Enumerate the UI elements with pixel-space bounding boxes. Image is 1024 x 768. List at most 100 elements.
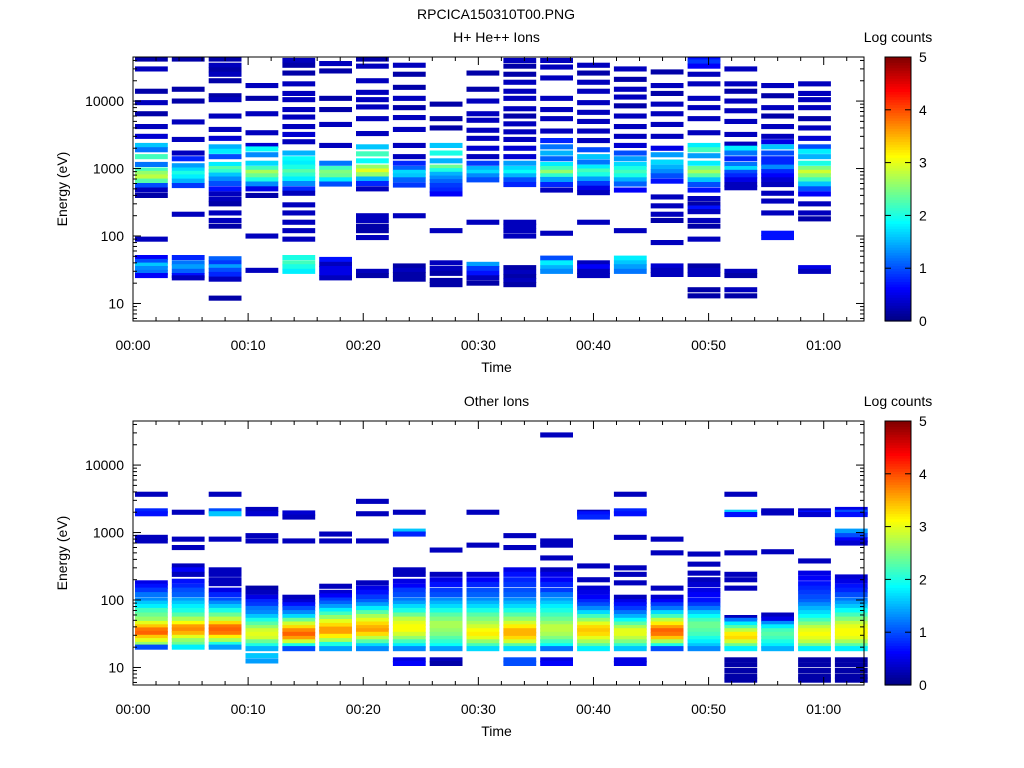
colorbar-segment [885,505,911,509]
spectrogram-cell [540,144,573,150]
spectrogram-cell [319,160,352,166]
spectrogram-cell [356,235,389,241]
spectrogram-cell [761,83,794,89]
spectrogram-cell [540,176,573,182]
spectrogram-cell [356,605,389,611]
colorbar-segment [885,152,911,156]
colorbar-segment [885,239,911,243]
colorbar-segment [885,99,911,103]
spectrogram-cell [724,182,758,188]
spectrogram-cell [724,131,758,137]
spectrogram-cell [208,604,242,610]
spectrogram-cell [282,594,316,600]
spectrogram-cell [429,183,463,189]
spectrogram-cell [171,150,205,156]
spectrogram-cell [724,150,758,156]
spectrogram-cell [319,622,352,628]
colorbar-segment [885,96,911,100]
spectrogram-cell [613,580,647,586]
spectrogram-cell [171,604,205,610]
spectrogram-cell [687,570,721,576]
spectrogram-cell [392,571,426,577]
spectrogram-cell [282,610,316,616]
spectrogram-cell [429,631,463,637]
spectrogram-cell [208,638,242,644]
spectrogram-cell [319,531,352,537]
spectrogram-cell [282,62,316,68]
spectrogram-cell [466,219,500,225]
spectrogram-cell [171,597,205,603]
spectrogram-cell [319,177,352,183]
spectrogram-cell [798,570,831,576]
spectrogram-cell [540,639,573,645]
colorbar-tick-label: 4 [919,466,927,482]
spectrogram-cell [613,646,647,652]
spectrogram-cell [650,536,684,542]
colorbar-segment [885,225,911,230]
spectrogram-cell [135,607,168,613]
colorbar-segment [885,484,911,488]
colorbar-segment [885,518,911,522]
spectrogram-cell [392,263,426,269]
spectrogram-cell [135,273,168,279]
spectrogram-cell [208,113,242,119]
spectrogram-cell [687,223,721,229]
colorbar-segment [885,233,911,238]
spectrogram-cell [613,142,647,148]
spectrogram-cell [687,621,721,627]
spectrogram-cell [282,268,316,274]
panel-title: H+ He++ Ions [453,29,540,45]
spectrogram-cell [540,538,573,544]
spectrogram-cell [613,66,647,72]
spectrogram-cell [245,635,279,641]
spectrogram-cell [429,657,463,663]
spectrogram-cell [724,268,758,274]
spectrogram-cell [282,614,316,620]
spectrogram-cell [613,187,647,193]
colorbar-segment [885,592,911,596]
spectrogram-cell [687,236,721,242]
spectrogram-cell [834,612,868,618]
spectrogram-cell [319,275,352,281]
spectrogram-cell [687,169,721,175]
spectrogram-cell [540,657,573,663]
spectrogram-cell [208,607,242,613]
spectrogram-cell [282,510,316,516]
spectrogram-cell [429,577,463,583]
spectrogram-cell [650,240,684,246]
spectrogram-cell [724,550,758,556]
colorbar-segment [885,207,911,211]
colorbar-segment [885,138,911,143]
spectrogram-cell [171,620,205,626]
spectrogram-cell [356,511,389,517]
spectrogram-cell [577,181,610,187]
spectrogram-cell [135,644,168,650]
spectrogram-cell [429,600,463,606]
spectrogram-cell [687,614,721,620]
spectrogram-cell [798,617,831,623]
colorbar-segment [885,526,911,530]
colorbar-segment [885,626,911,631]
spectrogram-cell [208,135,242,141]
spectrogram-cell [208,577,242,583]
spectrogram-cell [466,127,500,133]
x-tick-label: 01:00 [806,701,841,717]
spectrogram-cell [356,614,389,620]
spectrogram-cell [392,509,426,515]
spectrogram-cell [761,113,794,119]
spectrogram-cell [392,583,426,589]
spectrogram-cell [503,169,537,175]
spectrogram-cell [798,191,831,197]
spectrogram-cell [724,512,758,518]
spectrogram-cell [319,607,352,613]
spectrogram-cell [503,660,537,666]
colorbar: 0 1 2 3 4 5 Log counts [864,29,933,329]
colorbar-segment [885,571,911,575]
spectrogram-cell [577,190,610,196]
spectrogram-cell [392,597,426,603]
spectrogram-cell [798,210,831,216]
x-tick-label: 01:00 [806,337,841,353]
spectrogram-cell [282,210,316,216]
spectrogram-cell [356,631,389,637]
